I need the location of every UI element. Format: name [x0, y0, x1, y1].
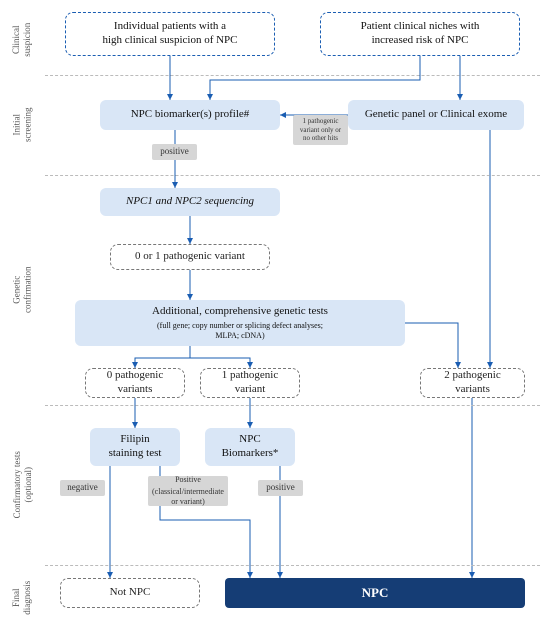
row-label-r1: Clinicalsuspicion — [0, 10, 45, 70]
node-text: Patient clinical niches withincreased ri… — [361, 20, 480, 48]
section-divider-2 — [45, 405, 540, 406]
row-label-r5: Finaldiagnosis — [0, 570, 45, 625]
flowchart-node-n4: Genetic panel or Clinical exome — [348, 100, 524, 130]
flowchart-node-n12: NPCBiomarkers* — [205, 428, 295, 466]
edge-n7-n9 — [190, 346, 250, 368]
node-text: 1 pathogenic variant — [207, 369, 293, 397]
row-label-text: Confirmatory tests(optional) — [12, 451, 34, 518]
flowchart-node-t4: Positive (classical/intermediate or varia… — [148, 476, 228, 506]
node-text: Filipinstaining test — [109, 433, 162, 461]
section-divider-0 — [45, 75, 540, 76]
row-label-text: Finaldiagnosis — [12, 580, 34, 614]
flowchart-node-n8: 0 pathogenic variants — [85, 368, 185, 398]
section-divider-3 — [45, 565, 540, 566]
row-label-r4: Confirmatory tests(optional) — [0, 410, 45, 560]
row-label-text: Clinicalsuspicion — [12, 23, 34, 57]
node-subtext: (full gene; copy number or splicing defe… — [152, 321, 328, 341]
node-text: Not NPC — [110, 586, 151, 600]
flowchart-node-n13: Not NPC — [60, 578, 200, 608]
row-label-text: Geneticconfirmation — [12, 267, 34, 314]
flowchart-node-n3: NPC biomarker(s) profile# — [100, 100, 280, 130]
flowchart-node-n2: Patient clinical niches withincreased ri… — [320, 12, 520, 56]
flowchart-node-n7: Additional, comprehensive genetic tests (… — [75, 300, 405, 346]
node-text: positive — [266, 482, 295, 493]
edge-n7-n10 — [405, 323, 458, 368]
flowchart-node-n11: Filipinstaining test — [90, 428, 180, 466]
flowchart-node-t3: negative — [60, 480, 105, 496]
section-divider-1 — [45, 175, 540, 176]
node-text: negative — [67, 482, 98, 493]
flowchart-node-t2: positive — [152, 144, 197, 160]
node-text: 0 or 1 pathogenic variant — [135, 250, 245, 264]
row-label-r3: Geneticconfirmation — [0, 180, 45, 400]
flowchart-node-n10: 2 pathogenicvariants — [420, 368, 525, 398]
flowchart-node-t5: positive — [258, 480, 303, 496]
node-text: 0 pathogenic variants — [92, 369, 178, 397]
edge-n2-n3 — [210, 56, 420, 100]
node-text: positive — [160, 146, 189, 157]
node-text: 2 pathogenicvariants — [444, 369, 501, 397]
node-text: NPC — [362, 585, 389, 601]
flowchart-node-n1: Individual patients with ahigh clinical … — [65, 12, 275, 56]
flowchart-node-n14: NPC — [225, 578, 525, 608]
node-subtext: (classical/intermediate or variant) — [152, 487, 224, 507]
node-text: 1 pathogenic variant only or no other hi… — [299, 117, 342, 143]
node-text: Individual patients with ahigh clinical … — [102, 20, 237, 48]
node-text: Positive — [175, 475, 201, 484]
row-label-text: Initialscreening — [12, 108, 34, 142]
node-text: NPC1 and NPC2 sequencing — [126, 195, 254, 209]
node-text: NPC biomarker(s) profile# — [131, 108, 250, 122]
edge-n7-n8 — [135, 346, 190, 368]
flowchart-node-n9: 1 pathogenic variant — [200, 368, 300, 398]
node-text: Genetic panel or Clinical exome — [365, 108, 507, 122]
flowchart-node-t1: 1 pathogenic variant only or no other hi… — [293, 115, 348, 145]
node-text: Additional, comprehensive genetic tests — [152, 305, 328, 317]
flowchart-node-n6: 0 or 1 pathogenic variant — [110, 244, 270, 270]
node-text: NPCBiomarkers* — [222, 433, 279, 461]
flowchart-node-n5: NPC1 and NPC2 sequencing — [100, 188, 280, 216]
row-label-r2: Initialscreening — [0, 80, 45, 170]
